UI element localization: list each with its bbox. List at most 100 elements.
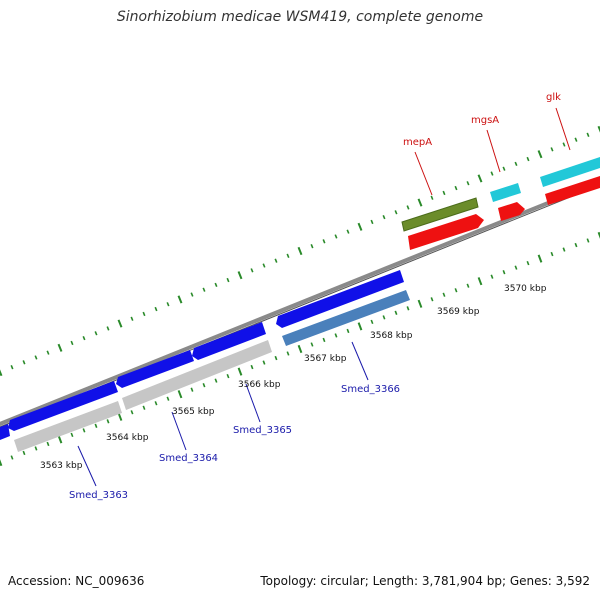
upper-scale-tick xyxy=(597,125,600,133)
upper-scale-tick xyxy=(297,246,303,256)
gene-glk[interactable] xyxy=(540,157,600,187)
gene-label-mgsA: mgsA xyxy=(471,115,499,126)
upper-scale-tick xyxy=(237,271,243,280)
lower-scale-tick xyxy=(130,410,134,415)
upper-scale-tick xyxy=(310,244,314,249)
smed-3365-leader xyxy=(245,383,261,423)
upper-scale-tick xyxy=(322,239,326,244)
lower-scale-track xyxy=(0,231,600,467)
lower-scale-tick xyxy=(382,315,386,320)
gene-label-glk: glk xyxy=(546,92,561,103)
upper-scale-tick xyxy=(117,319,123,328)
scale-label-3565: 3565 kbp xyxy=(172,407,215,417)
upper-scale-tick xyxy=(94,331,98,336)
lower-scale-tick xyxy=(0,459,3,467)
upper-scale-tick xyxy=(537,150,543,159)
scale-label-3566: 3566 kbp xyxy=(238,380,281,390)
upper-scale-tick xyxy=(274,258,278,263)
upper-scale-tick xyxy=(202,287,206,292)
smed-3366-leader xyxy=(351,341,369,381)
upper-scale-tick xyxy=(106,326,110,331)
upper-scale-tick xyxy=(466,181,470,186)
scale-label-3568: 3568 kbp xyxy=(370,331,413,341)
upper-scale-tick xyxy=(262,263,266,268)
upper-scale-tick xyxy=(562,142,566,147)
gene-smed-3365[interactable] xyxy=(192,322,266,360)
lower-scale-tick xyxy=(454,288,458,293)
upper-scale-tick xyxy=(226,277,230,283)
lower-scale-tick xyxy=(190,387,194,392)
upper-scale-tick xyxy=(0,369,3,377)
lower-scale-tick xyxy=(550,251,554,257)
upper-scale-tick xyxy=(57,343,63,352)
lower-scale-tick xyxy=(94,423,98,428)
upper-scale-tick xyxy=(550,147,554,152)
upper-scale-tick xyxy=(502,166,506,171)
smed-3364-leader xyxy=(171,411,187,451)
upper-scale-tick xyxy=(82,335,86,341)
upper-scale-tick xyxy=(477,174,483,183)
lower-scale-tick xyxy=(46,441,50,447)
gene-smed-3364-3365-lower[interactable] xyxy=(122,340,272,410)
gene-mepA[interactable] xyxy=(401,197,479,232)
lower-scale-tick xyxy=(142,405,146,410)
upper-scale-tick xyxy=(490,171,494,176)
gene-smed-3363-lower[interactable] xyxy=(14,401,122,452)
upper-scale-tick xyxy=(166,302,170,307)
lower-scale-tick xyxy=(10,455,14,460)
lower-scale-tick xyxy=(106,419,110,424)
lower-scale-tick xyxy=(82,428,86,433)
gene-label-smed-3364: Smed_3364 xyxy=(159,453,218,464)
gene-mepA-red[interactable] xyxy=(408,214,484,250)
genome-backbone xyxy=(0,179,600,427)
upper-scale-tick xyxy=(442,190,446,196)
gene-smed-3363[interactable] xyxy=(8,381,118,431)
gene-mgsA-red[interactable] xyxy=(498,202,525,221)
gene-mgsA[interactable] xyxy=(490,183,521,202)
upper-scale-tick xyxy=(34,355,38,360)
lower-scale-tick xyxy=(394,310,398,315)
upper-scale-tick xyxy=(417,198,423,207)
lower-scale-tick xyxy=(477,277,483,286)
gene-glk-red[interactable] xyxy=(545,176,600,205)
gene-label-smed-3365: Smed_3365 xyxy=(233,425,292,436)
gene-label-mepA: mepA xyxy=(403,137,432,148)
gene-smed-3366[interactable] xyxy=(276,270,404,328)
lower-scale-tick xyxy=(166,396,170,401)
map-title: Sinorhizobium medicae WSM419, complete g… xyxy=(116,9,484,25)
lower-scale-tick xyxy=(237,367,243,376)
upper-scale-tick xyxy=(142,311,146,317)
smed-3363-leader xyxy=(77,445,97,487)
lower-scale-tick xyxy=(357,322,363,331)
upper-scale-tick xyxy=(130,316,134,321)
upper-scale-tick xyxy=(177,295,183,304)
scale-label-3570: 3570 kbp xyxy=(504,284,547,294)
upper-scale-tick xyxy=(394,210,398,215)
genome-summary: Topology: circular; Length: 3,781,904 bp… xyxy=(260,574,590,588)
scale-label-3564: 3564 kbp xyxy=(106,433,149,443)
upper-scale-tick xyxy=(10,365,14,370)
upper-scale-tick xyxy=(286,253,290,258)
glk-leader xyxy=(555,107,571,151)
gene-left-edge[interactable] xyxy=(0,424,10,440)
upper-scale-tick xyxy=(526,156,530,162)
lower-scale-tick xyxy=(226,373,230,379)
gene-label-smed-3363: Smed_3363 xyxy=(69,490,128,501)
lower-scale-tick xyxy=(334,333,338,338)
lower-scale-tick xyxy=(322,337,326,343)
scale-label-3563: 3563 kbp xyxy=(40,461,83,471)
scale-label-3567: 3567 kbp xyxy=(304,354,347,364)
lower-scale-tick xyxy=(262,360,266,365)
upper-scale-tick xyxy=(154,306,158,312)
upper-scale-tick xyxy=(430,195,434,200)
lower-scale-tick xyxy=(117,412,123,421)
upper-scale-tick xyxy=(382,214,386,220)
lower-scale-tick xyxy=(586,238,590,243)
upper-scale-tick xyxy=(346,229,350,234)
lower-scale-tick xyxy=(214,378,218,383)
gene-smed-3366-lower[interactable] xyxy=(282,290,410,346)
gene-smed-3364[interactable] xyxy=(116,350,194,388)
lower-scale-tick xyxy=(574,242,578,248)
upper-scale-track xyxy=(0,125,600,377)
